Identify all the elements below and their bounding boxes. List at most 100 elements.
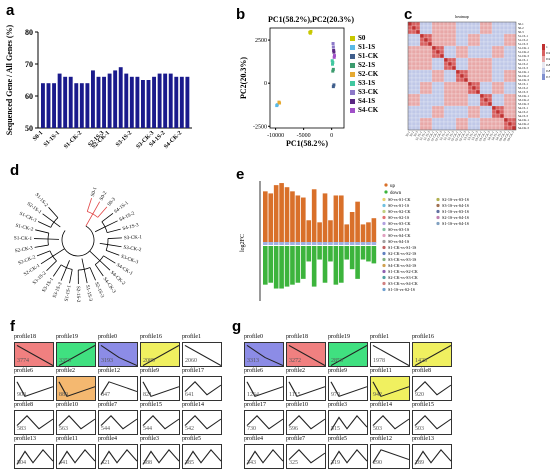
profile-name: profile11 — [370, 368, 392, 374]
heatmap-cell — [428, 58, 432, 62]
heatmap-cell — [412, 118, 416, 122]
heatmap-cell — [456, 50, 460, 54]
legend-comparison-dot — [382, 276, 385, 279]
scale-swatch — [542, 50, 545, 56]
heatmap-cell — [440, 50, 444, 54]
heatmap-cell — [496, 106, 500, 110]
heatmap-cell — [492, 50, 496, 54]
heatmap-cell — [432, 90, 436, 94]
legend-comparison-dot — [382, 282, 385, 285]
legend-comparison-dot — [382, 198, 385, 201]
deg-group-tag — [366, 242, 371, 245]
heatmap-cell — [420, 86, 424, 90]
heatmap-cell — [468, 22, 472, 26]
heatmap-cell — [508, 126, 512, 130]
heatmap-cell — [484, 38, 488, 42]
profile-name: profile10 — [56, 402, 78, 408]
profile-name: profile0 — [244, 334, 263, 340]
tree-leaf-label: S4-CK-3 — [102, 277, 117, 295]
heatmap-cell — [440, 114, 444, 118]
heatmap-cell — [416, 74, 420, 78]
heatmap-cell — [480, 106, 484, 110]
heatmap-cell — [476, 38, 480, 42]
profile-name: profile19 — [56, 334, 78, 340]
x-tick-label: 0 — [330, 133, 333, 139]
scatter-point — [332, 45, 335, 48]
heatmap-cell — [480, 102, 484, 106]
heatmap-cell — [420, 22, 424, 26]
heatmap-cell — [420, 98, 424, 102]
heatmap-cell — [512, 62, 516, 66]
deg-group-tag — [355, 242, 360, 245]
heatmap-cell — [444, 114, 448, 118]
heatmap-cell — [476, 70, 480, 74]
tree-leaf-label: S1-CK-2 — [15, 224, 34, 233]
heatmap-cell — [408, 102, 412, 106]
heatmap-cell — [468, 114, 472, 118]
heatmap-cell — [504, 22, 508, 26]
heatmap-cell — [416, 42, 420, 46]
heatmap-cell — [456, 122, 460, 126]
heatmap-cell — [464, 118, 468, 122]
legend-comparison-label: S0-vs-S1-CK — [388, 197, 411, 202]
heatmap-cell — [436, 102, 440, 106]
profile-box: 880 — [56, 376, 96, 401]
profile-trend-line — [245, 343, 285, 368]
heatmap-cell — [500, 34, 504, 38]
heatmap-cell — [468, 30, 472, 34]
tree-leaf-label: S1-1S-3 — [84, 285, 92, 303]
deg-up-column — [344, 224, 349, 243]
heatmap-cell — [464, 82, 468, 86]
heatmap-cell — [504, 98, 508, 102]
deg-down-column — [339, 246, 344, 283]
heatmap-cell — [428, 110, 432, 114]
heatmap-cell — [492, 78, 496, 82]
heatmap-cell — [452, 90, 456, 94]
heatmap-cell — [508, 58, 512, 62]
heatmap-cell — [436, 98, 440, 102]
heatmap-cell — [488, 66, 492, 70]
legend-comparison-dot — [382, 288, 385, 291]
heatmap-cell — [448, 30, 452, 34]
heatmap-cell — [504, 122, 508, 126]
heatmap-cell — [472, 30, 476, 34]
profile-name: profile7 — [98, 402, 117, 408]
heatmap-cell — [416, 70, 420, 74]
heatmap-cell — [428, 22, 432, 26]
heatmap-cell — [488, 62, 492, 66]
heatmap-cell — [408, 98, 412, 102]
heatmap-cell — [488, 86, 492, 90]
legend-comparison-label: S1-CK-vs-S1-1S — [388, 245, 417, 250]
heatmap-cell — [448, 126, 452, 130]
heatmap-cell — [508, 46, 512, 50]
legend-swatch — [350, 54, 355, 59]
profile-trend-line — [245, 411, 285, 436]
heatmap-cell — [416, 50, 420, 54]
heatmap-cell — [460, 106, 464, 110]
heatmap-cell — [452, 102, 456, 106]
heatmap-cell — [432, 66, 436, 70]
heatmap-cell — [412, 110, 416, 114]
legend-comparison-label: S2-CK-vs-S3-CK — [388, 275, 418, 280]
heatmap-cell — [464, 74, 468, 78]
heatmap-cell — [424, 122, 428, 126]
heatmap-cell — [476, 122, 480, 126]
profile-name: profile5 — [328, 436, 347, 442]
heatmap-cell — [456, 42, 460, 46]
heatmap-cell — [508, 90, 512, 94]
heatmap-cell — [428, 54, 432, 58]
heatmap-cell — [432, 42, 436, 46]
heatmap-cell — [412, 62, 416, 66]
heatmap-cell — [508, 74, 512, 78]
legend-comparison-dot — [436, 210, 439, 213]
heatmap-cell — [480, 46, 484, 50]
heatmap-cell — [504, 66, 508, 70]
heatmap-cell — [456, 102, 460, 106]
legend-swatch — [350, 99, 355, 104]
profile-count: 343 — [247, 460, 256, 466]
tree-branch — [108, 238, 122, 239]
scale-swatch — [542, 74, 545, 80]
heatmap-cell — [436, 78, 440, 82]
